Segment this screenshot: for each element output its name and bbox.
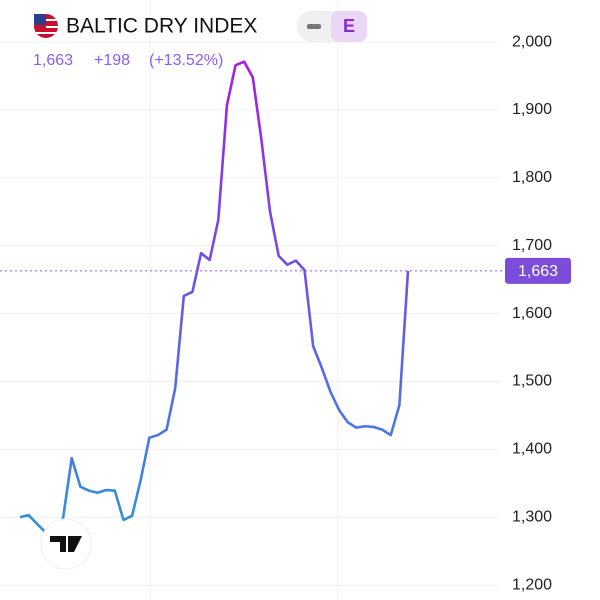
y-tick-label: 1,200 bbox=[512, 576, 552, 593]
tradingview-logo[interactable] bbox=[40, 518, 92, 570]
y-tick-label: 1,500 bbox=[512, 373, 552, 390]
exchange-badge[interactable]: E bbox=[343, 16, 355, 36]
y-tick-label: 2,000 bbox=[512, 33, 552, 50]
price-change-percent: (+13.52%) bbox=[149, 52, 223, 69]
y-tick-label: 1,400 bbox=[512, 441, 552, 458]
header: BALTIC DRY INDEX E 1,663 +198 (+13.52%) bbox=[33, 11, 367, 69]
symbol-title: BALTIC DRY INDEX bbox=[66, 15, 257, 38]
price-change: +198 bbox=[94, 52, 130, 69]
last-price-badge bbox=[505, 257, 571, 284]
y-tick-label: 1,600 bbox=[512, 305, 552, 322]
y-tick-label: 1,800 bbox=[512, 169, 552, 186]
last-price-badge-label: 1,663 bbox=[518, 263, 558, 280]
last-price: 1,663 bbox=[33, 52, 73, 69]
price-line bbox=[19, 60, 410, 539]
badge-bg[interactable] bbox=[331, 11, 367, 42]
y-tick-label: 1,300 bbox=[512, 508, 552, 525]
collapse-icon[interactable] bbox=[307, 24, 321, 29]
y-tick-label: 1,700 bbox=[512, 237, 552, 254]
y-tick-label: 1,900 bbox=[512, 101, 552, 118]
flag-canton bbox=[34, 14, 46, 25]
logo-dot[interactable] bbox=[69, 536, 75, 542]
